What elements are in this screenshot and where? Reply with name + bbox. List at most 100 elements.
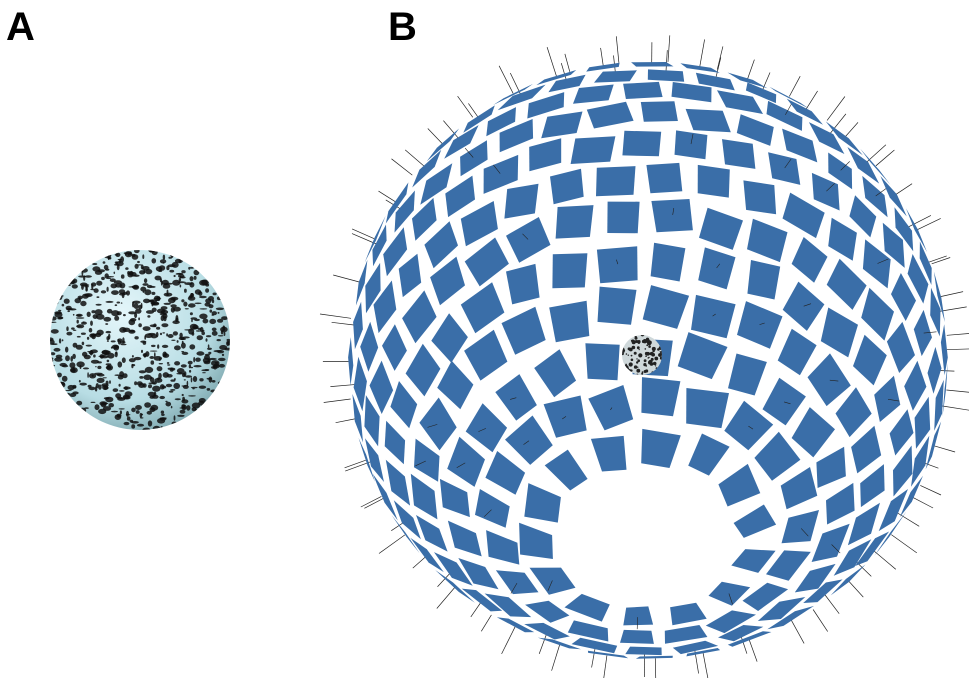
speckle bbox=[199, 295, 207, 299]
speckle bbox=[50, 316, 57, 321]
speckle bbox=[196, 351, 205, 356]
normal-line bbox=[478, 428, 487, 432]
speckle bbox=[181, 351, 189, 355]
speckle bbox=[151, 258, 157, 264]
normal-line bbox=[481, 614, 492, 632]
tile bbox=[708, 581, 751, 606]
tile bbox=[777, 328, 817, 376]
tile bbox=[722, 139, 756, 169]
tile bbox=[731, 549, 776, 573]
speckle bbox=[186, 405, 191, 411]
speckle bbox=[104, 273, 109, 279]
tile bbox=[444, 125, 479, 159]
tile bbox=[747, 218, 788, 263]
speckle bbox=[182, 384, 189, 389]
tile bbox=[728, 353, 767, 396]
speckle bbox=[114, 414, 122, 420]
speckle bbox=[188, 295, 193, 299]
speckle bbox=[92, 314, 98, 319]
speckle bbox=[194, 302, 202, 305]
speckle bbox=[77, 295, 83, 300]
speckle bbox=[161, 323, 169, 328]
speckle bbox=[118, 289, 126, 294]
normal-line bbox=[470, 600, 483, 618]
speckle bbox=[75, 313, 83, 317]
normal-line bbox=[940, 291, 964, 297]
tile bbox=[862, 239, 891, 289]
tile bbox=[555, 205, 594, 239]
tile bbox=[893, 445, 913, 497]
speckle bbox=[187, 360, 193, 365]
tile bbox=[641, 428, 681, 468]
speckle bbox=[93, 354, 96, 358]
tile bbox=[874, 511, 907, 556]
speckle bbox=[99, 354, 105, 359]
speckle bbox=[113, 271, 116, 275]
normal-line bbox=[690, 133, 694, 145]
speckle bbox=[183, 301, 188, 307]
speckle bbox=[205, 283, 210, 287]
tile bbox=[524, 483, 561, 523]
tile bbox=[552, 253, 588, 289]
normal-line bbox=[785, 103, 792, 116]
speckle bbox=[107, 352, 115, 359]
tile bbox=[780, 467, 818, 510]
tile bbox=[412, 197, 437, 241]
speckle bbox=[108, 403, 114, 408]
speckle bbox=[114, 304, 118, 307]
normal-line bbox=[335, 418, 357, 424]
tile bbox=[685, 108, 731, 133]
speckle bbox=[174, 378, 176, 381]
speckle bbox=[195, 357, 201, 362]
tile bbox=[855, 531, 890, 566]
speckle bbox=[177, 281, 186, 284]
normal-line bbox=[333, 274, 361, 283]
speckle bbox=[81, 321, 87, 325]
speckle bbox=[189, 312, 193, 316]
tile bbox=[527, 92, 565, 119]
speckle bbox=[190, 377, 193, 383]
speckle bbox=[165, 401, 172, 407]
normal-line bbox=[547, 580, 553, 591]
speckle bbox=[126, 290, 130, 296]
tile bbox=[497, 84, 546, 111]
normal-line bbox=[822, 592, 840, 614]
speckle bbox=[113, 280, 122, 285]
speckle bbox=[206, 377, 213, 380]
speckle bbox=[176, 368, 185, 374]
speckle bbox=[98, 384, 102, 390]
tile bbox=[544, 449, 588, 491]
speckle bbox=[169, 269, 175, 273]
speckle bbox=[67, 310, 70, 313]
tile bbox=[717, 90, 763, 114]
speckle bbox=[122, 373, 128, 379]
speckle bbox=[156, 366, 163, 372]
normal-line bbox=[863, 144, 887, 165]
tile bbox=[767, 605, 814, 630]
normal-line bbox=[946, 333, 969, 336]
tile bbox=[383, 227, 408, 277]
tile bbox=[460, 282, 505, 334]
speckle bbox=[126, 416, 131, 421]
tile bbox=[405, 343, 441, 397]
speckle bbox=[645, 337, 650, 341]
speckle bbox=[89, 373, 97, 379]
tile bbox=[672, 640, 719, 655]
speckle bbox=[634, 340, 636, 342]
speckle bbox=[116, 264, 120, 271]
speckle bbox=[96, 329, 104, 336]
normal-line bbox=[712, 313, 716, 317]
speckle bbox=[123, 252, 132, 255]
speckle bbox=[218, 357, 226, 362]
normal-line bbox=[894, 510, 920, 527]
speckle bbox=[177, 414, 185, 417]
tile bbox=[496, 617, 535, 633]
speckle bbox=[190, 366, 194, 369]
speckle bbox=[189, 276, 194, 282]
tile bbox=[567, 620, 609, 642]
tile bbox=[410, 537, 444, 573]
normal-line bbox=[412, 555, 427, 569]
tile bbox=[625, 646, 662, 656]
speckle bbox=[102, 261, 106, 264]
speckle bbox=[159, 417, 167, 419]
